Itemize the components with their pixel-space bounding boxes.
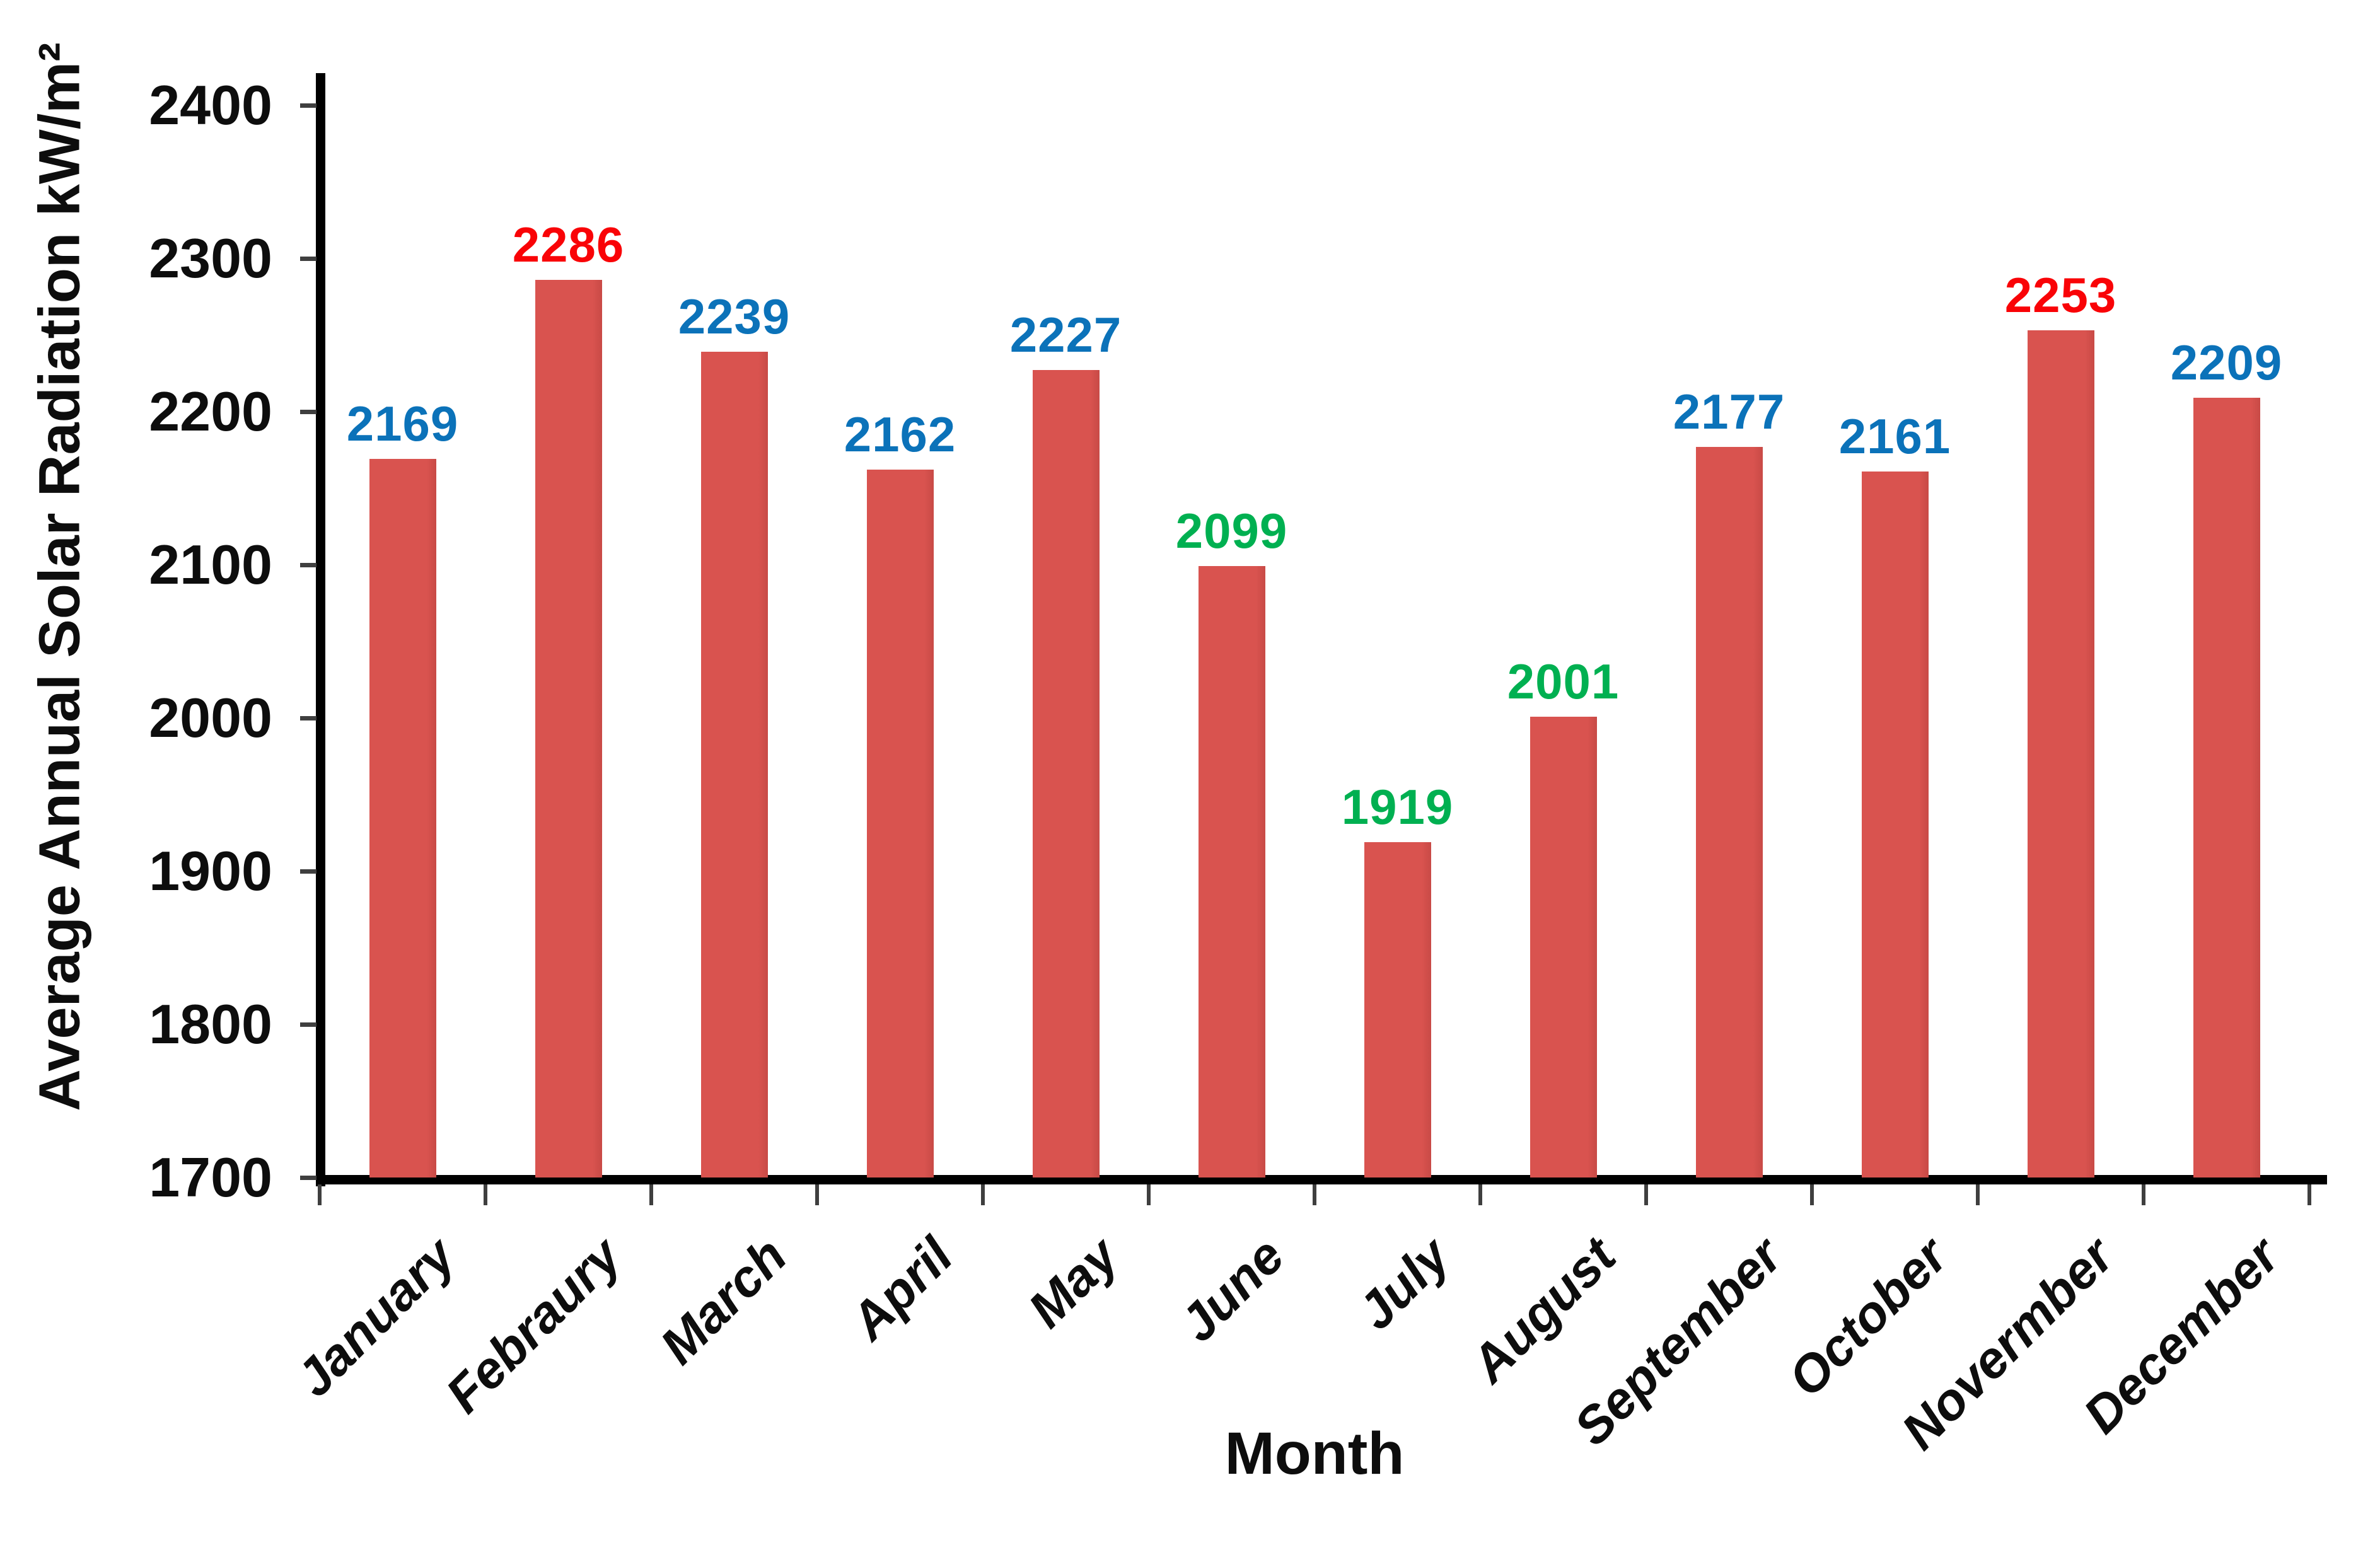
bar-march <box>700 352 768 1178</box>
value-label-july: 1919 <box>1341 778 1454 835</box>
y-tick-label-1900: 1900 <box>149 840 272 902</box>
y-tick-label-1800: 1800 <box>149 993 272 1055</box>
x-tick-mark-1 <box>484 1184 487 1205</box>
x-tick-label-july: July <box>1347 1227 1461 1341</box>
y-tick-label-2400: 2400 <box>149 74 272 136</box>
x-axis-title: Month <box>1224 1420 1405 1487</box>
value-label-august: 2001 <box>1507 653 1620 709</box>
x-tick-mark-11 <box>2142 1184 2145 1205</box>
bar-january <box>369 459 436 1178</box>
y-tick-mark-2300 <box>300 257 316 261</box>
x-tick-mark-12 <box>2307 1184 2311 1205</box>
bar-febraury <box>535 280 602 1178</box>
y-axis-line <box>316 73 325 1186</box>
x-tick-mark-5 <box>1147 1184 1151 1205</box>
bar-december <box>2193 398 2260 1178</box>
x-tick-mark-8 <box>1644 1184 1648 1205</box>
x-axis-line <box>316 1175 2327 1184</box>
y-tick-label-2100: 2100 <box>149 533 272 596</box>
y-tick-mark-2100 <box>300 563 316 567</box>
value-label-september: 2177 <box>1673 383 1785 439</box>
value-label-may: 2227 <box>1009 307 1122 363</box>
bar-novermber <box>2027 330 2094 1178</box>
x-tick-mark-7 <box>1478 1184 1482 1205</box>
x-tick-label-june: June <box>1169 1227 1296 1353</box>
value-label-march: 2239 <box>678 289 791 345</box>
x-tick-label-may: May <box>1018 1227 1130 1339</box>
bar-april <box>866 470 934 1178</box>
x-tick-mark-3 <box>815 1184 819 1205</box>
value-label-january: 2169 <box>346 396 459 452</box>
y-tick-label-2000: 2000 <box>149 686 272 749</box>
x-tick-mark-4 <box>981 1184 985 1205</box>
bar-july <box>1364 842 1431 1178</box>
value-label-december: 2209 <box>2170 335 2283 391</box>
x-tick-mark-9 <box>1810 1184 1814 1205</box>
x-tick-label-april: April <box>839 1227 964 1351</box>
value-label-april: 2162 <box>844 407 956 463</box>
x-tick-mark-2 <box>649 1184 653 1205</box>
bar-may <box>1032 370 1100 1178</box>
bar-june <box>1198 566 1265 1178</box>
y-tick-mark-2200 <box>300 410 316 414</box>
bar-october <box>1861 471 1929 1178</box>
y-tick-label-1700: 1700 <box>149 1146 272 1208</box>
bar-september <box>1695 446 1763 1178</box>
y-tick-mark-1700 <box>300 1176 316 1180</box>
y-tick-label-2200: 2200 <box>149 380 272 443</box>
y-tick-label-2300: 2300 <box>149 227 272 289</box>
value-label-novermber: 2253 <box>2004 267 2117 323</box>
value-label-febraury: 2286 <box>512 217 625 273</box>
x-tick-label-january: January <box>285 1227 467 1408</box>
x-tick-mark-10 <box>1976 1184 1980 1205</box>
bar-august <box>1530 716 1597 1178</box>
x-tick-mark-6 <box>1313 1184 1316 1205</box>
x-tick-mark-0 <box>318 1184 322 1205</box>
x-tick-label-october: October <box>1777 1227 1959 1408</box>
y-tick-mark-1800 <box>300 1022 316 1027</box>
x-tick-label-august: August <box>1460 1227 1627 1394</box>
y-tick-mark-2000 <box>300 716 316 720</box>
value-label-june: 2099 <box>1175 503 1288 559</box>
value-label-october: 2161 <box>1838 408 1951 464</box>
x-tick-label-march: March <box>649 1227 798 1375</box>
y-tick-mark-1900 <box>300 869 316 874</box>
x-tick-label-febraury: Febraury <box>434 1227 632 1424</box>
y-tick-mark-2400 <box>300 103 316 108</box>
